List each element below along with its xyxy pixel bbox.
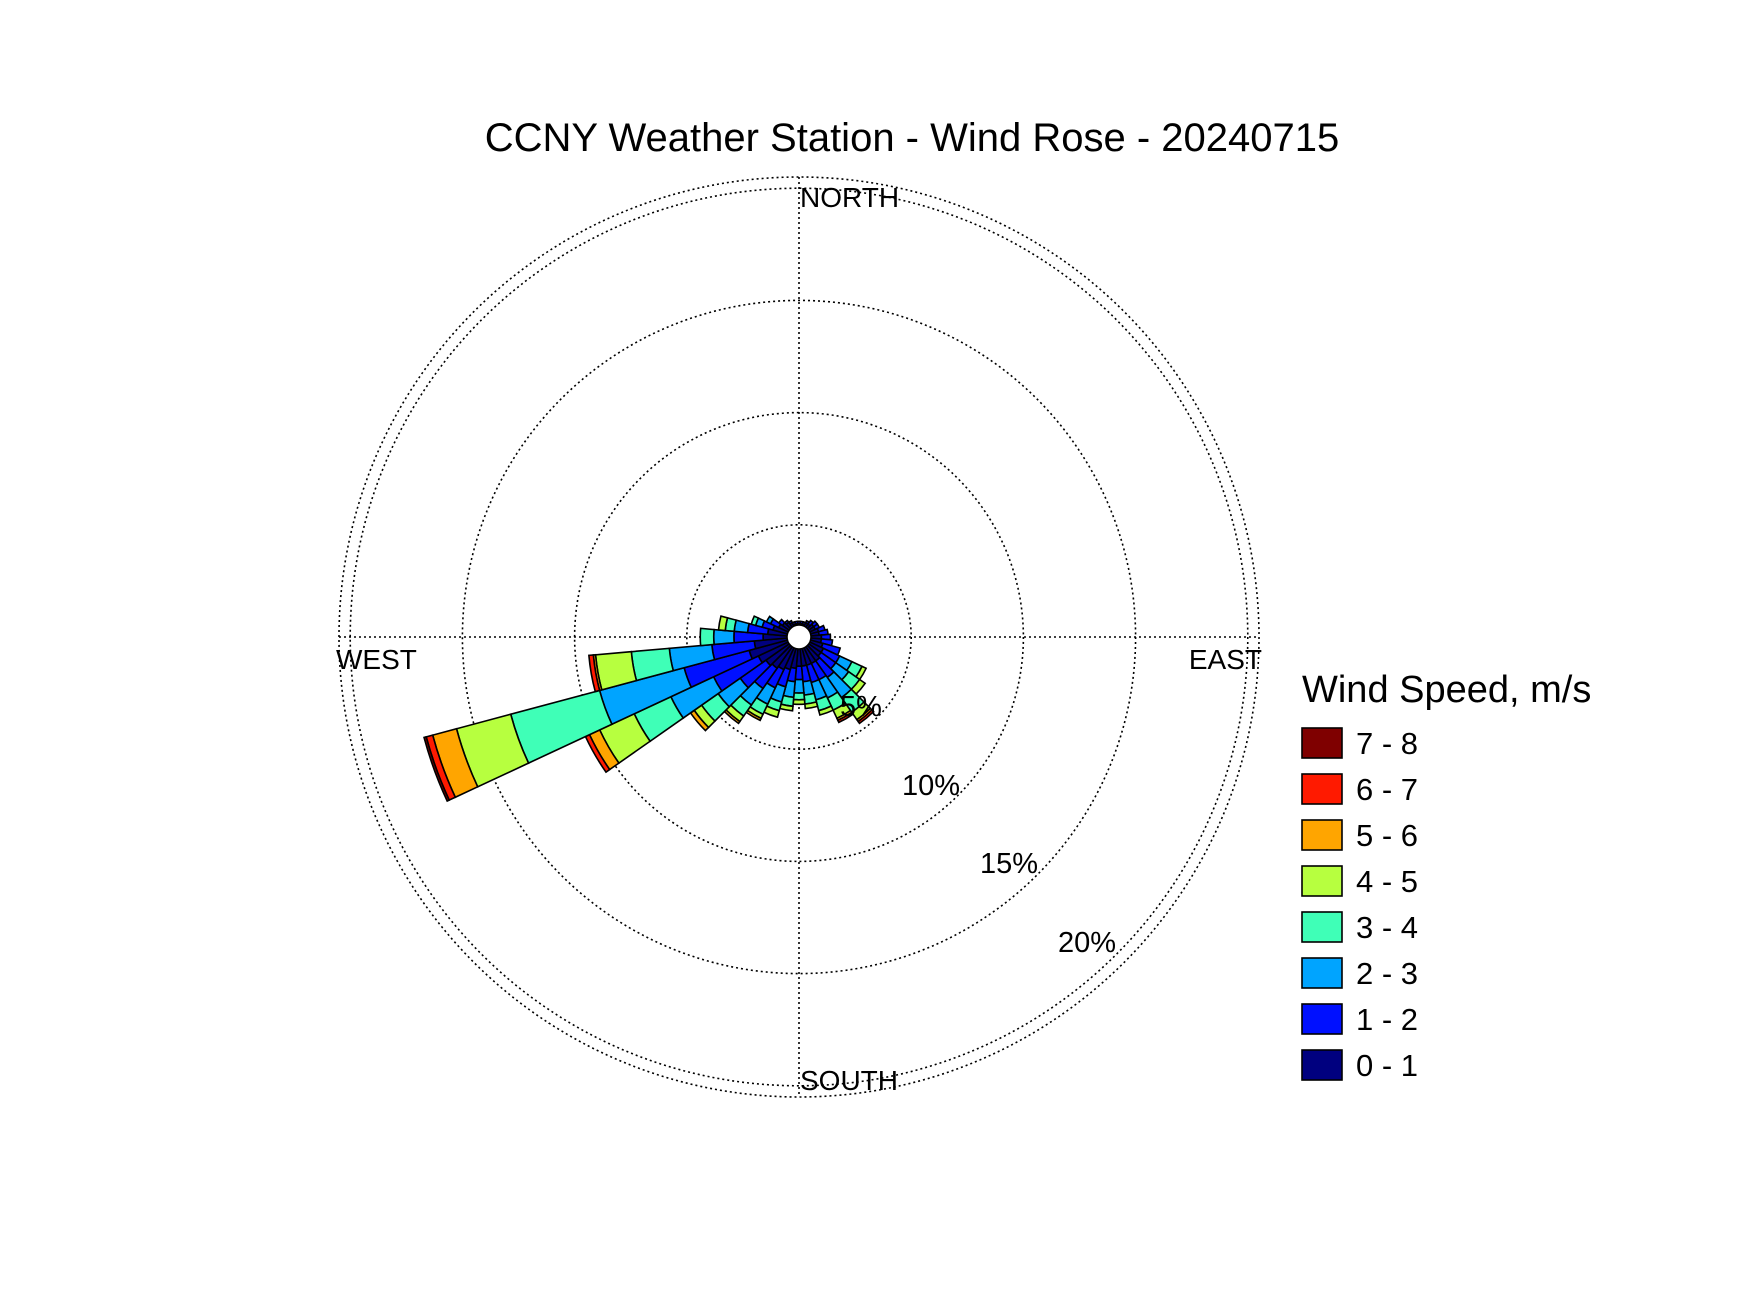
petal-segment-350-bin-1 [793,620,799,625]
petal-segment-150-bin-6 [836,711,855,724]
petal-segment-310-bin-1 [777,618,786,627]
direction-label-east: EAST [1189,644,1262,675]
direction-label-west: WEST [336,644,417,675]
petal-segment-160-bin-4 [817,705,835,717]
chart-title: CCNY Weather Station - Wind Rose - 20240… [485,116,1340,160]
ring-label-15: 15% [980,848,1038,880]
petal-segment-260-bin-6 [588,654,601,693]
legend-label-2: 5 - 6 [1356,818,1418,853]
legend-label-7: 0 - 1 [1356,1048,1418,1083]
petal-segment-180-bin-3 [792,692,806,701]
legend-label-5: 2 - 3 [1356,956,1418,991]
calm-center-marker [786,624,812,650]
grid-ring-5 [686,524,912,750]
legend-swatch-6 [1301,1003,1343,1035]
grid-ring-outer [338,176,1260,1098]
grid-ring-20 [349,187,1249,1087]
legend-label-6: 1 - 2 [1356,1002,1418,1037]
legend-swatch-2 [1301,819,1343,851]
legend-title: Wind Speed, m/s [1302,669,1591,711]
petal-segment-280-bin-4 [717,615,729,632]
ring-label-5: 5% [840,691,882,723]
ring-label-10: 10% [902,770,960,802]
legend-swatch-4 [1301,911,1343,943]
legend-swatch-1 [1301,773,1343,805]
petal-segment-180-bin-4 [792,698,806,706]
legend: 7 - 8 6 - 7 5 - 6 4 - 5 3 - 4 2 - 3 1 - 2 0 - 1 [1301,726,1418,1083]
legend-label-0: 7 - 8 [1356,726,1418,761]
petal-segment-290-bin-3 [750,615,760,627]
legend-swatch-0 [1301,727,1343,759]
direction-label-north: NORTH [800,182,899,213]
petal-segment-330-bin-1 [787,619,794,626]
legend-swatch-7 [1301,1049,1343,1081]
petal-segment-250-bin-7 [423,735,451,803]
legend-swatch-3 [1301,865,1343,897]
petal-segment-140-bin-6 [857,708,875,725]
petal-segment-300-bin-2 [765,615,775,625]
legend-label-4: 3 - 4 [1356,910,1418,945]
legend-label-3: 4 - 5 [1356,864,1418,899]
ring-label-20: 20% [1058,927,1116,959]
legend-label-1: 6 - 7 [1356,772,1418,807]
direction-label-south: SOUTH [800,1065,898,1096]
legend-swatch-5 [1301,957,1343,989]
petal-segment-170-bin-4 [804,701,819,710]
petal-segment-320-bin-1 [783,619,790,626]
petal-segment-270-bin-3 [699,627,715,647]
